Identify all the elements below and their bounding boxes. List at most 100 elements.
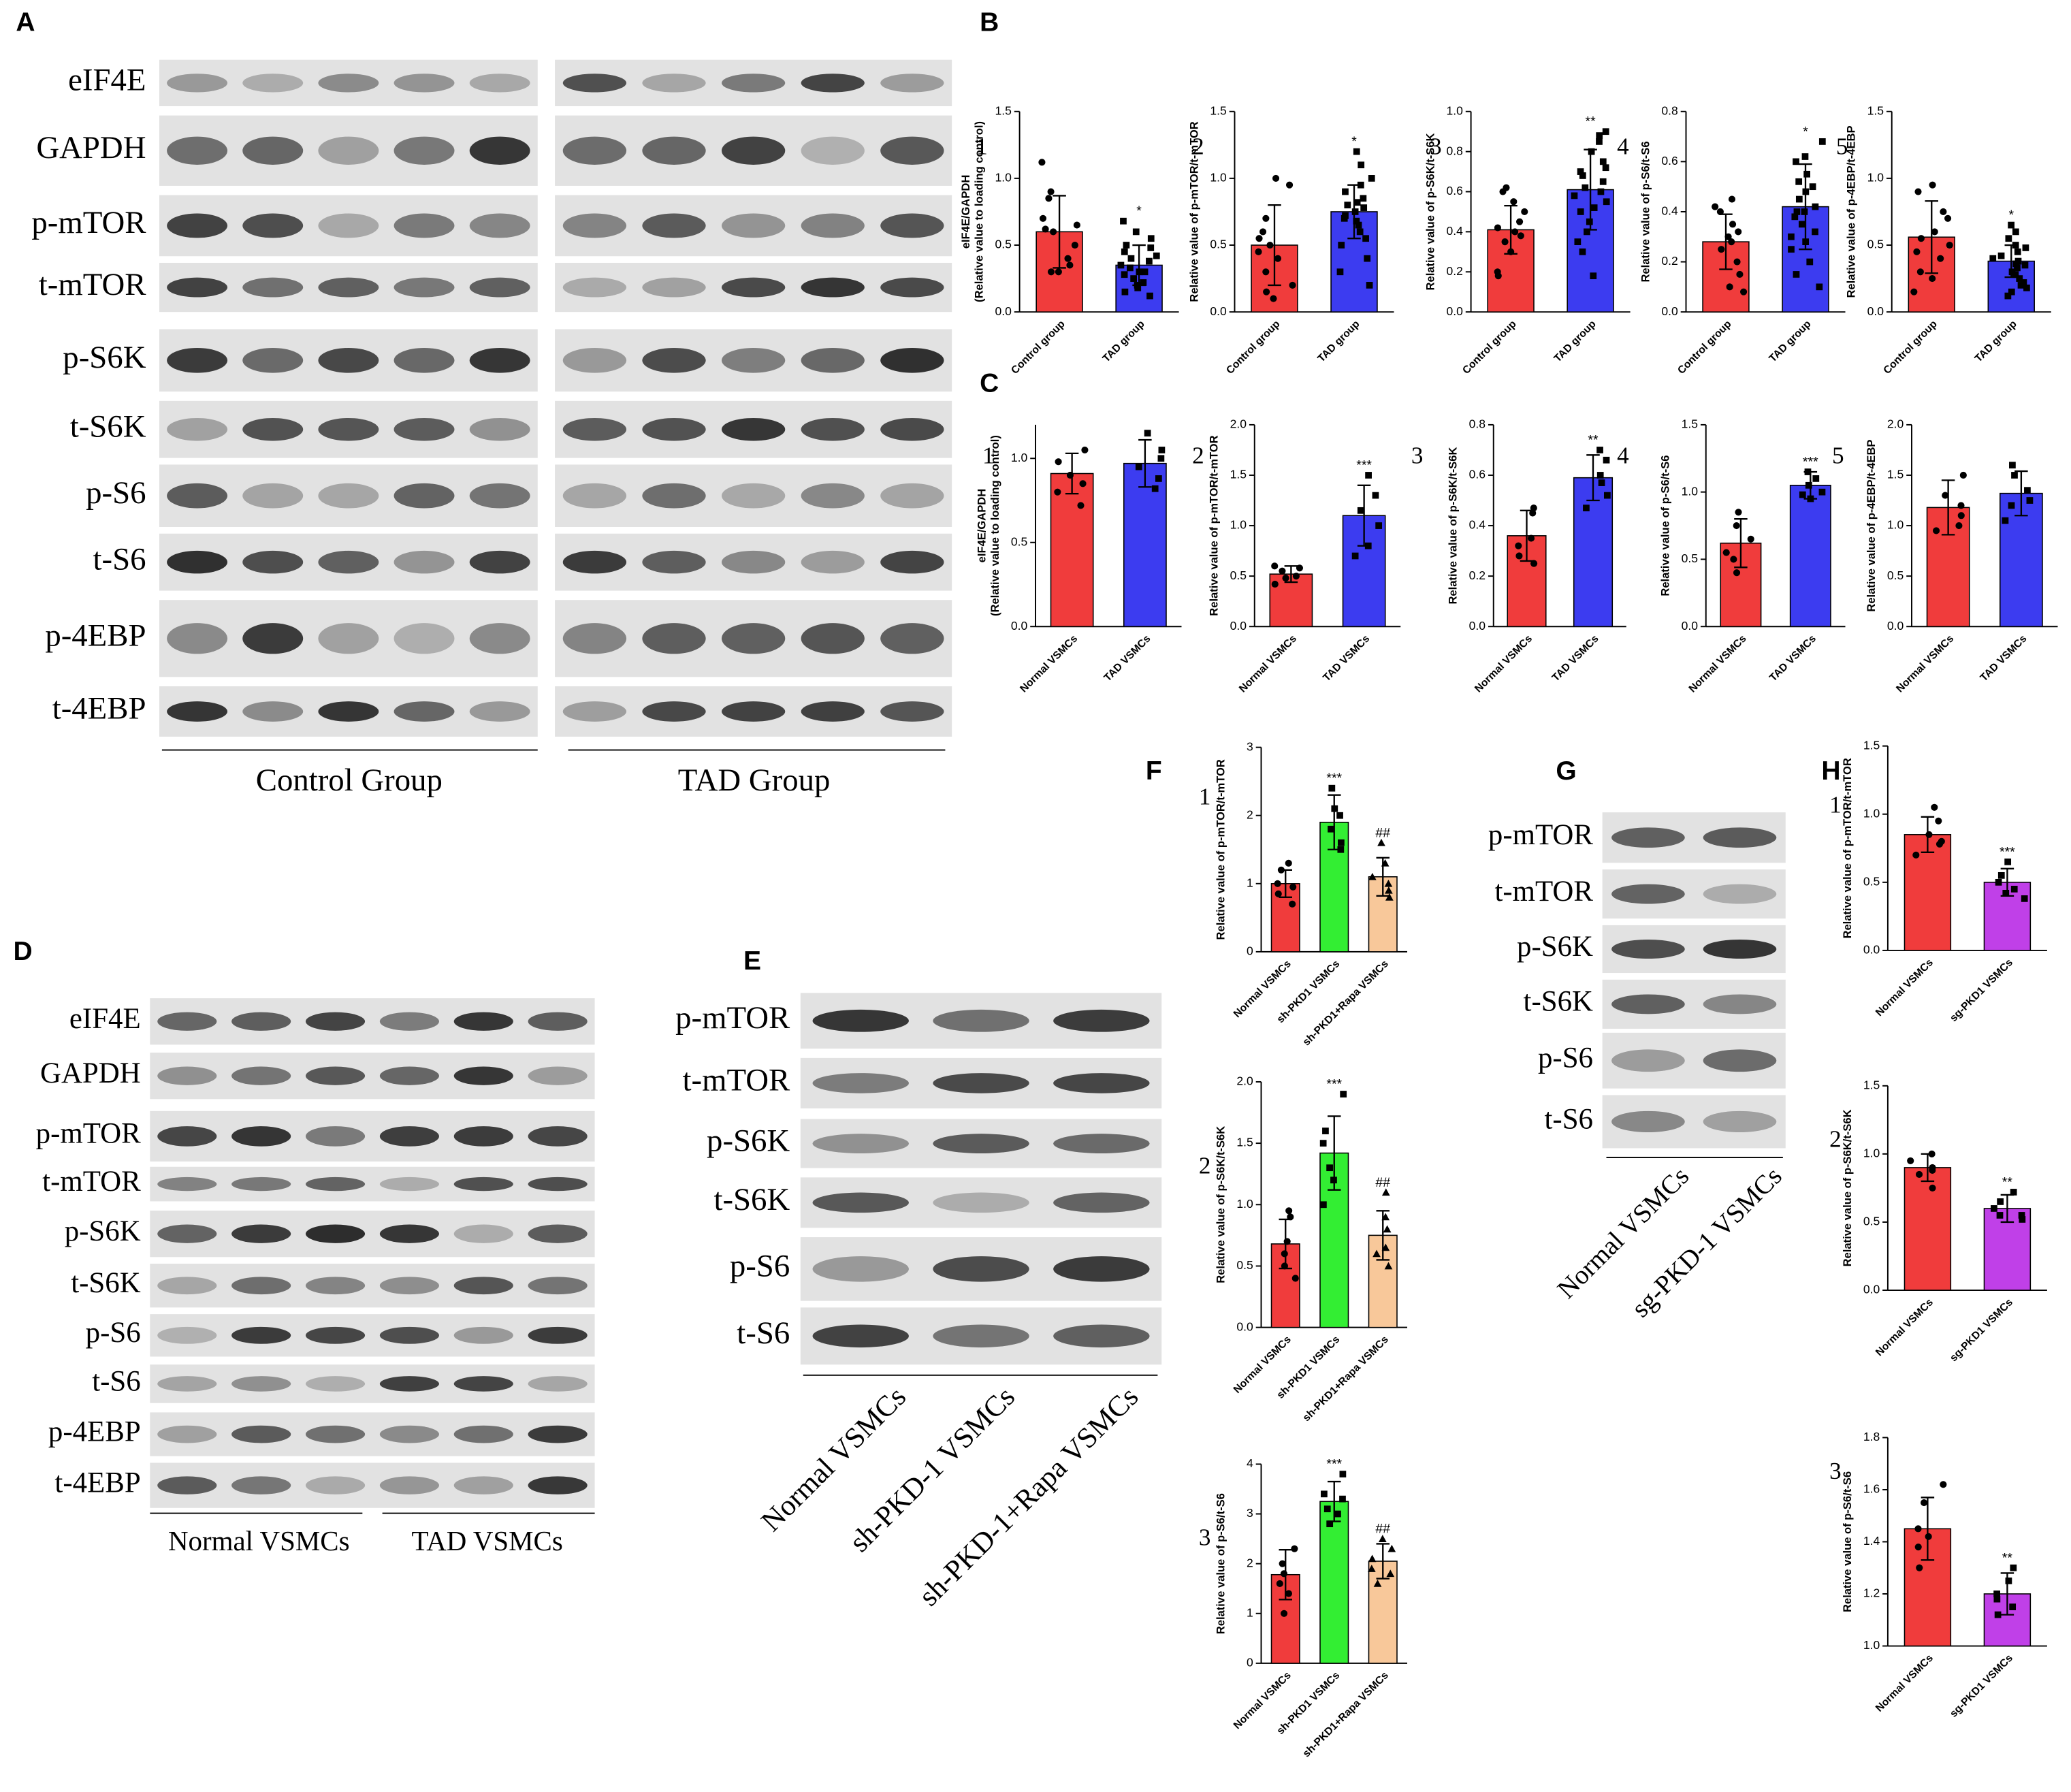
blot-band (379, 1177, 439, 1191)
data-point (1726, 283, 1733, 291)
data-point (1366, 282, 1373, 289)
data-point (1321, 1490, 1328, 1498)
blot-band (1703, 939, 1777, 959)
blot-band (453, 1012, 513, 1031)
y-tick-label: 1.5 (1230, 468, 1247, 481)
y-tick-label: 1 (1247, 876, 1253, 889)
data-point (1806, 258, 1814, 266)
data-point (1801, 208, 1808, 215)
panel-number: 3 (1199, 1524, 1211, 1551)
data-point (1507, 248, 1515, 255)
data-point (1530, 560, 1538, 567)
group-label: TAD Group (678, 763, 831, 798)
panel-number: 5 (1832, 443, 1844, 469)
data-point (1740, 288, 1748, 295)
blot-band (157, 1126, 217, 1147)
data-point (1596, 472, 1604, 479)
bar (1904, 1167, 1952, 1291)
x-tick-label: Control group (1881, 318, 1939, 376)
blot-band (318, 277, 379, 298)
data-point (1579, 248, 1586, 255)
x-tick-label: sg-PKD1 VSMCs (1948, 1296, 2015, 1364)
data-point (1795, 178, 1803, 185)
data-point (1127, 264, 1134, 272)
x-tick-label: sh-PKD1+Rapa VSMCs (1301, 1334, 1392, 1424)
data-point (1274, 255, 1282, 262)
data-point (2012, 260, 2020, 268)
blot-band (562, 74, 627, 93)
blot-band (801, 74, 865, 93)
y-tick-label: 0.5 (1867, 238, 1884, 251)
y-tick-label: 0.0 (1230, 619, 1247, 633)
blot-band (157, 1326, 217, 1344)
data-point (1146, 292, 1153, 300)
data-point (1320, 1201, 1327, 1209)
data-point (1599, 178, 1607, 185)
blot-band (305, 1376, 366, 1392)
blot-band (1611, 1049, 1685, 1072)
data-point (1511, 228, 1519, 236)
x-tick-label: Normal VSMCs (1874, 1296, 1936, 1358)
y-tick-label: 0.0 (1011, 619, 1028, 633)
data-point (1529, 509, 1537, 517)
data-point (1266, 241, 1274, 249)
data-point (1276, 1580, 1283, 1587)
data-point (1912, 851, 1920, 859)
data-point (1039, 214, 1047, 222)
data-point (1338, 839, 1345, 846)
blot-band (231, 1425, 291, 1443)
panel-letter: H (1821, 756, 1840, 786)
data-point (1141, 268, 1149, 276)
data-point (2014, 248, 2021, 255)
data-point (2010, 885, 2018, 893)
data-point (1602, 128, 1609, 135)
data-point (1799, 491, 1806, 498)
blot-band (880, 136, 944, 165)
data-point (1364, 542, 1372, 549)
data-point (1917, 235, 1925, 242)
data-point (1144, 430, 1151, 437)
data-point (1155, 475, 1162, 482)
data-point (1940, 1481, 1947, 1488)
data-point (1158, 447, 1166, 453)
data-point (1283, 1238, 1291, 1245)
data-point (2012, 271, 2019, 278)
blot-band (801, 701, 865, 722)
significance: ** (1586, 114, 1596, 129)
blot-band (167, 277, 228, 298)
blot-band (379, 1476, 439, 1494)
blot-row-label: t-4EBP (52, 691, 146, 726)
blot-row-label: t-mTOR (39, 267, 146, 302)
data-point (1054, 488, 1061, 496)
data-point (1991, 1205, 1997, 1212)
data-point (1989, 255, 1997, 262)
data-point (1788, 233, 1795, 240)
x-tick-label: sh-PKD1+Rapa VSMCs (1301, 1669, 1392, 1760)
data-point (1597, 188, 1605, 195)
blot-band (469, 277, 530, 298)
data-point (1383, 1225, 1392, 1233)
blot-band (305, 1224, 366, 1243)
blot-band (242, 623, 304, 654)
data-point (2011, 472, 2018, 479)
data-point (1364, 255, 1371, 262)
y-tick-label: 1.0 (1863, 1147, 1880, 1160)
data-point (1157, 455, 1165, 462)
blot-row-label: eIF4E (69, 1003, 141, 1035)
data-point (1055, 458, 1062, 466)
data-point (1716, 208, 1724, 216)
blot-band (880, 483, 944, 509)
data-point (2026, 497, 2034, 504)
data-point (1045, 195, 1053, 202)
data-point (1071, 241, 1078, 249)
blot-band (801, 136, 865, 165)
y-tick-label: 1.5 (1682, 417, 1699, 431)
y-tick-label: 0.0 (1863, 943, 1880, 957)
blot-band (528, 1476, 588, 1494)
data-point (1997, 871, 2005, 879)
y-tick-label: 1.0 (1863, 1638, 1880, 1652)
y-tick-label: 0.0 (995, 304, 1012, 318)
blot-band (1053, 1256, 1150, 1282)
significance: * (1351, 134, 1357, 149)
data-point (1584, 228, 1590, 236)
